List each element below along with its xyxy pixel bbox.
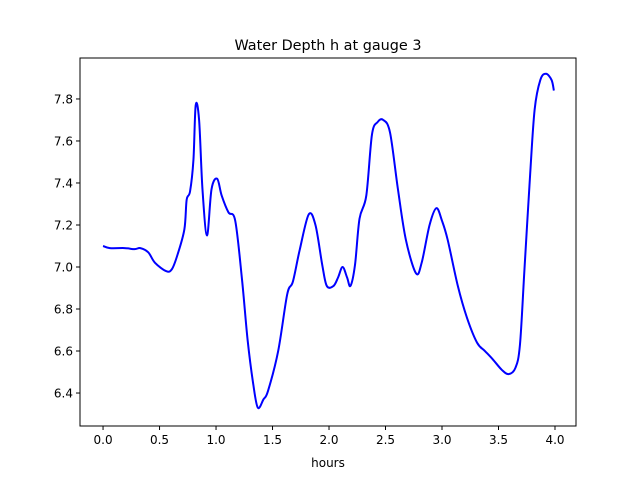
series-line-h [102, 72, 555, 410]
x-tick-label: 1.5 [263, 433, 282, 447]
x-tick-label: 4.0 [545, 433, 564, 447]
y-tick-label: 7.4 [54, 176, 73, 190]
x-tick-label: 3.5 [489, 433, 508, 447]
plot-area: 0.0 0.5 1.0 1.5 2.0 2.5 3.0 3.5 4.0 6.4 6.6 6.8 7.0 7… [54, 57, 577, 447]
y-tick-label: 7.6 [54, 134, 73, 148]
y-tick-label: 6.4 [54, 387, 73, 401]
y-tick-label: 7.0 [54, 260, 73, 274]
axes-frame [79, 57, 577, 427]
x-axis-label: hours [311, 456, 345, 470]
chart-title: Water Depth h at gauge 3 [234, 38, 421, 54]
y-tick-label: 7.8 [54, 92, 73, 106]
y-tick-label: 6.6 [54, 345, 73, 359]
y-tick-label: 7.2 [54, 218, 73, 232]
x-tick-label: 0.0 [94, 433, 113, 447]
x-tick-label: 1.0 [206, 433, 225, 447]
x-tick-label: 3.0 [432, 433, 451, 447]
x-tick-label: 2.0 [319, 433, 338, 447]
x-tick-label: 2.5 [376, 433, 395, 447]
x-tick-label: 0.5 [150, 433, 169, 447]
y-tick-label: 6.8 [54, 303, 73, 317]
